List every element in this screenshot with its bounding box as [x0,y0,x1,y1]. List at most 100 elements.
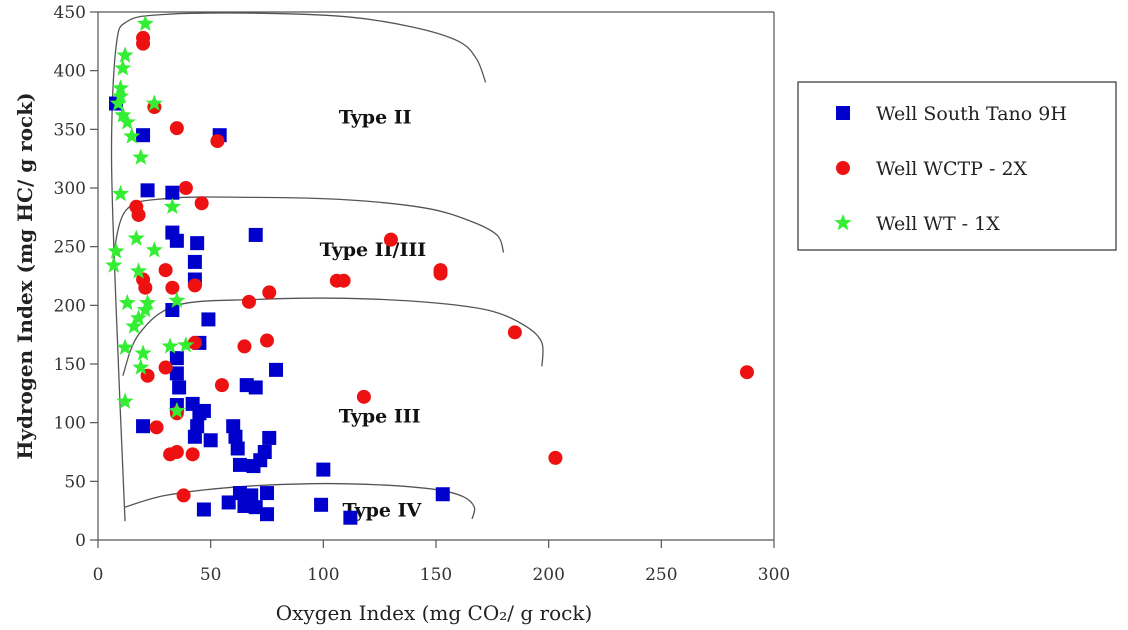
star-point [111,87,130,104]
region-label: Type IV [343,500,423,522]
star-point [116,392,134,409]
x-axis-title: Oxygen Index (mg CO₂/ g rock) [276,601,593,625]
circle-point [262,285,277,300]
y-tick-label: 0 [75,531,86,551]
square-point [232,486,247,501]
y-tick-label: 150 [54,355,86,375]
region-label: Type II [339,106,412,128]
star-point [132,148,150,165]
square-point [165,303,180,318]
star-point [161,337,179,354]
circle-point [507,325,522,340]
square-point [169,351,184,366]
square-point [187,429,202,444]
y-tick-label: 300 [54,179,86,199]
circle-point [739,365,754,380]
square-point [260,486,274,501]
circle-point [383,232,398,247]
star-point [136,14,154,32]
square-point [230,441,245,456]
star-point [114,59,132,76]
legend-entry: Well WT - 1X [876,213,1000,235]
circle-point [187,335,202,350]
region-label: Type II/III [320,239,427,261]
square-point [136,419,151,434]
star-point [111,184,130,202]
classification-curves [110,12,544,522]
square-point [169,366,184,381]
circle-point [356,389,371,404]
legend-box [797,81,1117,251]
square-point [190,236,205,251]
x-tick-label: 50 [200,565,222,585]
y-tick-label: 200 [54,296,86,316]
type-boundary-curve-3 [122,297,544,376]
circle-point [214,378,229,393]
circle-point [241,294,256,309]
star-point [130,262,148,279]
star-point [109,94,127,111]
legend-entry: Well South Tano 9H [876,103,1067,125]
circle-point [149,420,164,435]
square-point [187,254,202,269]
legend: Well South Tano 9H Well WCTP - 2X Well WT … [797,81,1117,251]
star-point [177,336,195,353]
star-point [145,94,163,111]
circle-point [187,278,202,293]
star-point [123,127,141,144]
circle-point [194,196,209,211]
circle-point [237,339,252,354]
square-point [169,233,184,248]
star-point [145,241,163,258]
square-point [228,429,243,444]
star-point [139,293,157,311]
star-point [111,79,130,96]
y-tick-label: 100 [54,414,86,434]
square-point [172,380,187,395]
circle-point [169,121,184,136]
y-tick-label: 400 [54,62,86,82]
x-tick-label: 300 [758,565,790,585]
square-point [343,510,358,525]
circle-point [158,263,173,278]
square-point [248,380,263,395]
square-point [244,488,259,503]
square-point [140,183,155,198]
star-point [116,46,134,63]
square-point [165,185,180,200]
star-point [136,301,154,318]
legend-square-marker [836,106,850,120]
star-point [118,293,136,311]
square-point [196,403,211,418]
star-point [118,113,136,130]
star-point [132,358,150,375]
square-point [226,419,241,434]
square-point [237,498,252,513]
square-point [201,312,216,327]
star-point [107,242,125,259]
series-star [105,14,195,419]
x-tick-label: 0 [93,565,104,585]
square-point [190,419,205,434]
star-point [130,309,148,326]
circle-point [138,280,153,295]
circle-point [210,134,225,149]
square-point [260,507,274,522]
circle-point [169,445,184,459]
axes: 0 50 100 150 200 250 300 0 50 100 150 200 250 300 350 4… [13,3,790,625]
star-point [127,229,145,246]
circle-point [548,450,563,465]
circle-point [178,181,193,195]
series-circle [129,30,754,503]
y-axis-title: Hydrogen Index (mg HC/ g rock) [13,92,37,459]
square-point [269,362,284,377]
circle-point [176,488,191,503]
type-boundary-curve-4 [124,482,476,520]
square-point [316,462,331,477]
region-labels: Type II Type II/III Type III Type IV [320,106,427,521]
square-point [136,128,151,143]
circle-point [260,333,274,348]
square-point [248,500,263,515]
star-point [105,256,123,273]
